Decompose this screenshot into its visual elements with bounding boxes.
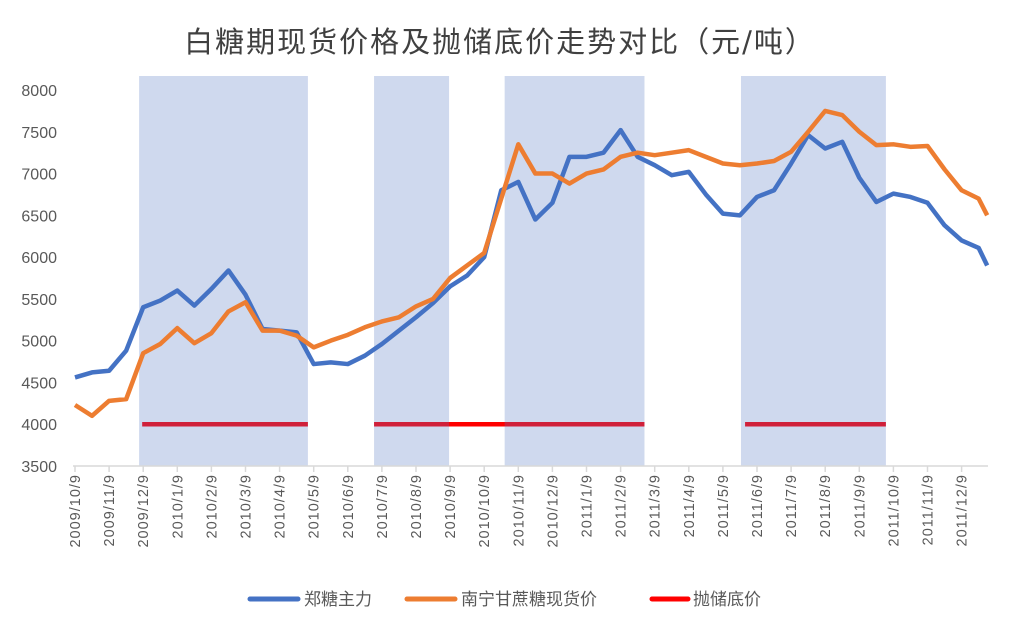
x-tick-label: 2009/11/9	[102, 474, 118, 546]
legend-label-reserve: 抛储底价	[693, 590, 761, 610]
y-tick-label: 7000	[21, 167, 57, 184]
shaded-period	[139, 76, 308, 466]
series-line-zhengtang	[74, 127, 990, 380]
x-tick-label: 2010/12/9	[545, 474, 561, 548]
y-tick-label: 4500	[21, 375, 57, 392]
y-tick-label: 6000	[21, 250, 57, 267]
y-tick-label: 5500	[21, 292, 57, 309]
x-tick-label: 2010/2/9	[204, 474, 220, 538]
x-tick-label: 2011/2/9	[614, 474, 630, 537]
x-tick-label: 2010/1/9	[170, 474, 186, 538]
x-tick-label: 2011/6/9	[750, 474, 766, 537]
x-tick-label: 2011/10/9	[886, 474, 902, 546]
x-tick-label: 2011/11/9	[921, 474, 937, 545]
y-tick-label: 7500	[21, 125, 57, 142]
legend-label-zhengtang: 郑糖主力	[304, 590, 372, 610]
x-tick-label: 2011/4/9	[682, 474, 698, 537]
y-tick-label: 5000	[21, 334, 57, 351]
x-tick-label: 2010/3/9	[239, 474, 255, 538]
legend: 郑糖主力 南宁甘蔗糖现货价 抛储底价	[247, 590, 761, 610]
x-tick-label: 2011/3/9	[648, 474, 664, 537]
chart-title: 白糖期现货价格及抛储底价走势对比（元/吨）	[184, 25, 816, 59]
x-tick-label: 2009/12/9	[136, 474, 152, 548]
x-tick-label: 2010/10/9	[477, 474, 493, 548]
shaded-period	[504, 76, 645, 466]
x-tick-label: 2011/9/9	[852, 474, 868, 537]
x-tick-label: 2010/4/9	[273, 474, 289, 538]
x-tick-label: 2011/7/9	[784, 474, 800, 537]
y-tick-label: 4000	[21, 417, 57, 434]
x-tick-label: 2009/10/9	[68, 474, 84, 548]
x-tick-label: 2011/5/9	[716, 474, 732, 537]
x-tick-label: 2010/7/9	[375, 474, 391, 538]
x-tick-label: 2010/11/9	[511, 474, 527, 546]
x-tick-label: 2011/1/9	[580, 474, 596, 537]
series-line-nanning	[73, 108, 990, 419]
x-tick-label: 2011/8/9	[818, 474, 834, 537]
y-tick-label: 3500	[21, 459, 57, 476]
shaded-period	[374, 76, 450, 466]
x-tick-label: 2010/5/9	[307, 474, 323, 538]
x-tick-label: 2010/6/9	[341, 474, 357, 538]
x-tick-label: 2010/9/9	[443, 474, 459, 538]
y-tick-label: 8000	[21, 83, 57, 100]
legend-label-nanning: 南宁甘蔗糖现货价	[461, 590, 597, 610]
x-tick-label: 2011/12/9	[955, 474, 971, 546]
y-tick-label: 6500	[21, 208, 57, 225]
x-tick-label: 2010/8/9	[409, 474, 425, 538]
